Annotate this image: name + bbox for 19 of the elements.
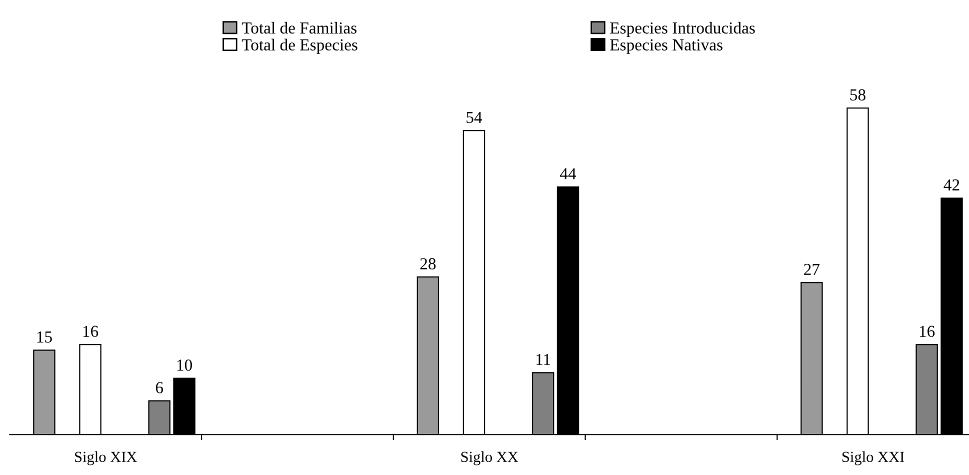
x-tick-label: Siglo XIX — [75, 451, 137, 466]
legend-label: Especies Nativas — [610, 39, 722, 54]
data-label: 16 — [83, 326, 98, 337]
data-label: 58 — [850, 89, 866, 101]
data-label: 11 — [536, 354, 550, 365]
x-tick-label: Siglo XXI — [842, 451, 904, 466]
data-label: 15 — [37, 331, 52, 343]
data-label: 6 — [156, 382, 164, 394]
data-label: 54 — [466, 112, 482, 124]
data-label: 44 — [560, 168, 576, 180]
data-label: 42 — [944, 179, 960, 190]
x-tick-label: Siglo XX — [461, 451, 518, 466]
data-label: 10 — [177, 360, 192, 371]
data-label: 28 — [420, 258, 436, 270]
legend-label: Total de Familias — [242, 22, 356, 34]
legend-label: Especies Introducidas — [610, 22, 755, 37]
legend-label: Total de Especies — [242, 38, 358, 54]
data-label: 16 — [920, 326, 935, 337]
data-label: 27 — [804, 264, 820, 275]
